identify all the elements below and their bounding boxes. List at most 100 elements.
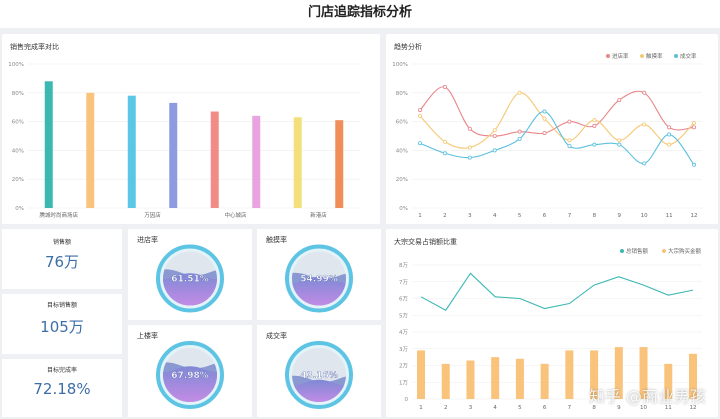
- combo-ytick-label: 4万: [399, 329, 408, 336]
- trend-legend-marker: [674, 54, 678, 58]
- trend-point: [418, 108, 423, 113]
- combo-xtick-label: 10: [640, 405, 647, 411]
- trend-point: [617, 142, 622, 147]
- gauge-deal-rate-ring: 43.16%: [285, 341, 353, 409]
- trend-point: [467, 145, 472, 150]
- kpi-target-rate: 目标完成率 72.18%: [2, 359, 122, 417]
- trend-point: [667, 142, 672, 147]
- gauge-enter-rate-label: 进店率: [137, 236, 158, 244]
- bar-mark: [127, 95, 136, 208]
- trend-point: [492, 134, 497, 139]
- trend-xtick-label: 2: [443, 213, 447, 219]
- trend-xtick-label: 11: [666, 213, 673, 219]
- gauge-touch-rate: 触摸率 54.99%: [257, 229, 381, 320]
- gauge-upstairs-rate-label: 上楼率: [137, 332, 158, 340]
- bar-mark: [252, 115, 261, 208]
- combo-bar-mark: [590, 350, 599, 399]
- trend-point: [691, 162, 696, 167]
- bar-mark: [44, 81, 53, 208]
- bar-ytick-label: 60%: [12, 120, 24, 126]
- gauge-enter-rate-ring: 61.51%: [156, 244, 224, 313]
- kpi-target-sales-value: 105万: [40, 318, 84, 336]
- combo-bar-mark: [639, 347, 648, 399]
- gauge-value-text: 54.99%: [300, 275, 338, 285]
- combo-legend-label: 大宗购买金额: [668, 247, 702, 255]
- trend-point: [542, 109, 547, 114]
- trend-point: [642, 161, 647, 166]
- combo-ytick-label: 8万: [399, 262, 408, 269]
- combo-xtick-label: 11: [665, 405, 672, 411]
- trend-point: [467, 155, 472, 160]
- kpi-sales: 销售额 76万: [2, 229, 122, 289]
- bulk-trade-panel: 大宗交易占销额比重 0 1万 2万 3万 4万 5万 6万 7万 8万 1 2 3 4 5 6 7 8 9 10 11…: [386, 229, 718, 417]
- combo-ytick-label: 7万: [399, 279, 408, 286]
- watermark: 知乎 @商业男孩: [588, 387, 706, 406]
- trend-point: [567, 119, 572, 124]
- trend-xtick-label: 10: [641, 213, 648, 219]
- sales-completion-title: 销售完成率对比: [10, 43, 59, 51]
- gauge-deal-rate-label: 成交率: [266, 332, 287, 340]
- gauge-enter-rate: 进店率 61.51%: [128, 229, 252, 320]
- trend-xtick-label: 5: [518, 213, 522, 219]
- trend-point: [691, 121, 696, 126]
- trend-point: [691, 125, 696, 130]
- combo-xtick-label: 8: [592, 405, 596, 411]
- gauge-upstairs-rate-ring: 67.98%: [156, 341, 224, 409]
- trend-legend-label: 进店率: [612, 52, 629, 60]
- combo-ytick-label: 1万: [399, 379, 408, 386]
- gauge-touch-rate-label: 触摸率: [266, 236, 287, 244]
- trend-panel: 趋势分析 0% 20% 40% 60% 80% 100% 1 2 3 4 5 6 7 8 9 10 11 12 进店…: [386, 34, 718, 224]
- gauge-deal-rate: 成交率 43.16%: [257, 325, 381, 417]
- gauge-value-text: 43.16%: [300, 371, 338, 381]
- trend-point: [592, 142, 597, 147]
- trend-xtick-label: 1: [418, 213, 422, 219]
- trend-legend-label: 成交率: [680, 52, 697, 60]
- trend-legend-marker: [640, 54, 644, 58]
- gauge-value-text: 61.51%: [171, 275, 209, 285]
- combo-xtick-label: 3: [469, 405, 473, 411]
- bar-mark: [210, 111, 219, 208]
- combo-xtick-label: 1: [419, 405, 423, 411]
- trend-point: [592, 118, 597, 123]
- sales-completion-chart: 0% 20% 40% 60% 80% 100% 腾城时尚商场店 万因店 中心城店 新港店: [8, 62, 360, 219]
- gauge-value-text: 67.98%: [171, 371, 209, 381]
- trend-xtick-label: 4: [493, 213, 497, 219]
- combo-legend-marker: [662, 249, 666, 253]
- combo-ytick-label: 3万: [399, 346, 408, 353]
- trend-xtick-label: 12: [691, 213, 698, 219]
- trend-point: [642, 90, 647, 95]
- trend-point: [517, 136, 522, 141]
- bar-ytick-label: 40%: [12, 148, 24, 154]
- trend-xtick-label: 8: [593, 213, 597, 219]
- trend-point: [542, 116, 547, 121]
- combo-xtick-label: 2: [444, 405, 448, 411]
- combo-ytick-label: 6万: [399, 296, 408, 303]
- trend-point: [592, 123, 597, 128]
- combo-bar-mark: [614, 347, 623, 399]
- combo-bar-mark: [540, 363, 549, 399]
- trend-point: [517, 90, 522, 95]
- kpi-target-sales-label: 目标销售额: [46, 302, 77, 309]
- trend-point: [617, 138, 622, 143]
- combo-bar-mark: [664, 363, 673, 399]
- gauge-touch-rate-ring: 54.99%: [285, 244, 353, 313]
- trend-chart: 0%20%40%60%80%100%1 2 3 4 5 6 7 8 9 10 11 12进店率 触摸率成…: [392, 52, 702, 219]
- trend-point: [567, 138, 572, 143]
- bar-ytick-label: 20%: [12, 177, 24, 183]
- bar-mark: [169, 102, 178, 208]
- combo-series-line: [420, 272, 694, 311]
- bar-ytick-label: 100%: [8, 62, 24, 68]
- trend-xtick-label: 7: [568, 213, 572, 219]
- combo-ytick-label: 0: [405, 397, 409, 403]
- trend-point: [617, 98, 622, 103]
- trend-legend-label: 触摸率: [646, 52, 663, 60]
- gauge-upstairs-rate: 上楼率 67.98%: [128, 325, 252, 417]
- combo-xtick-label: 6: [543, 405, 547, 411]
- combo-xtick-label: 5: [518, 405, 522, 411]
- bar-category-label: 中心城店: [224, 211, 247, 219]
- trend-legend-marker: [606, 54, 610, 58]
- combo-xtick-label: 4: [493, 405, 497, 411]
- trend-ytick-label: 40%: [396, 148, 408, 154]
- bar-ytick-label: 0%: [15, 206, 24, 212]
